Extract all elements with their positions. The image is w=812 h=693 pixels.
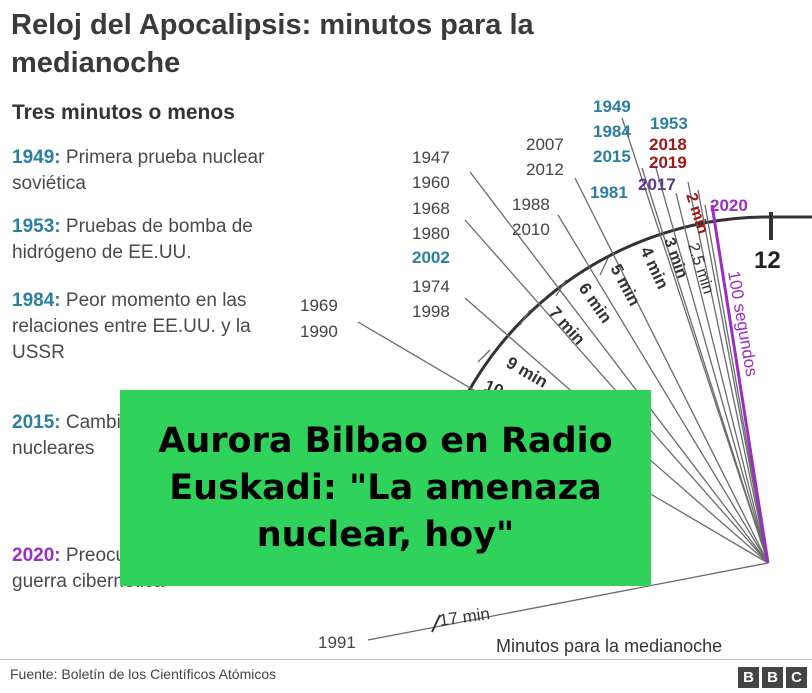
minute-label: 5 min xyxy=(606,261,644,309)
headline-text: Aurora Bilbao en Radio Euskadi: "La amen… xyxy=(158,420,613,555)
twelve-label: 12 xyxy=(754,247,781,274)
minute-label: 17 min xyxy=(438,604,491,630)
event-text: Peor momento en las relaciones entre EE.… xyxy=(12,290,251,363)
year-label: 2002 xyxy=(412,248,450,267)
logo-letter: C xyxy=(786,667,807,688)
year-label: 2017 xyxy=(638,175,676,194)
year-label: 2015 xyxy=(593,147,631,166)
minute-tick xyxy=(519,309,531,326)
event-text: Pruebas de bomba de hidrógeno de EE.UU. xyxy=(12,216,253,263)
bbc-logo: B B C xyxy=(738,667,807,688)
year-label: 2012 xyxy=(526,160,564,179)
year-label: 1980 xyxy=(412,224,450,243)
year-label: 1949 xyxy=(593,97,631,116)
minute-label: 6 min xyxy=(575,279,616,326)
logo-letter: B xyxy=(738,667,759,688)
graphic-title: Reloj del Apocalipsis: minutos para la m… xyxy=(11,9,534,79)
event-year: 2020: xyxy=(12,545,61,566)
year-label: 2020 xyxy=(710,196,748,215)
year-label: 1984 xyxy=(593,122,631,141)
event-year: 2015: xyxy=(12,412,61,433)
minute-tick xyxy=(599,257,609,276)
event-year: 1984: xyxy=(12,290,61,311)
event-item: 1984: Peor momento en las relaciones ent… xyxy=(12,288,302,366)
axis-label: Minutos para la medianoche xyxy=(496,636,722,656)
year-line xyxy=(655,167,769,564)
seconds-line xyxy=(710,204,770,564)
year-label: 1947 xyxy=(412,148,450,167)
year-label: 2018 xyxy=(649,135,687,154)
minute-tick xyxy=(555,279,567,297)
year-label: 2010 xyxy=(512,220,550,239)
year-line xyxy=(675,192,769,564)
event-item: 1949: Primera prueba nuclear soviética xyxy=(12,145,342,197)
year-label: 1998 xyxy=(412,302,450,321)
source-credit: Fuente: Boletín de los Científicos Atómi… xyxy=(10,666,277,682)
year-line xyxy=(697,189,769,564)
logo-letter: B xyxy=(762,667,783,688)
event-item: 1953: Pruebas de bomba de hidrógeno de E… xyxy=(12,214,302,266)
year-line xyxy=(557,214,769,564)
minute-label: 7 min xyxy=(545,303,589,349)
event-year: 1949: xyxy=(12,147,61,168)
year-label: 1988 xyxy=(512,195,550,214)
year-label: 2019 xyxy=(649,153,687,172)
headline-banner: Aurora Bilbao en Radio Euskadi: "La amen… xyxy=(120,390,651,586)
year-label: 1990 xyxy=(300,322,338,341)
year-line xyxy=(469,171,769,564)
year-line xyxy=(574,177,769,564)
subtitle: Tres minutos o menos xyxy=(12,101,235,124)
year-label: 1991 xyxy=(318,633,356,652)
minute-tick xyxy=(477,349,491,363)
seventeen-min-tick xyxy=(431,614,441,633)
year-label: 1969 xyxy=(300,296,338,315)
year-line xyxy=(641,167,769,564)
year-label: 1960 xyxy=(412,173,450,192)
footer-divider xyxy=(0,659,812,660)
year-label: 1981 xyxy=(590,183,628,202)
year-label: 1953 xyxy=(650,114,688,133)
event-text: Primera prueba nuclear soviética xyxy=(12,147,265,194)
year-label: 2007 xyxy=(526,135,564,154)
event-year: 1953: xyxy=(12,216,61,237)
year-label: 1974 xyxy=(412,277,450,296)
year-label: 1968 xyxy=(412,199,450,218)
year-line xyxy=(687,181,769,564)
